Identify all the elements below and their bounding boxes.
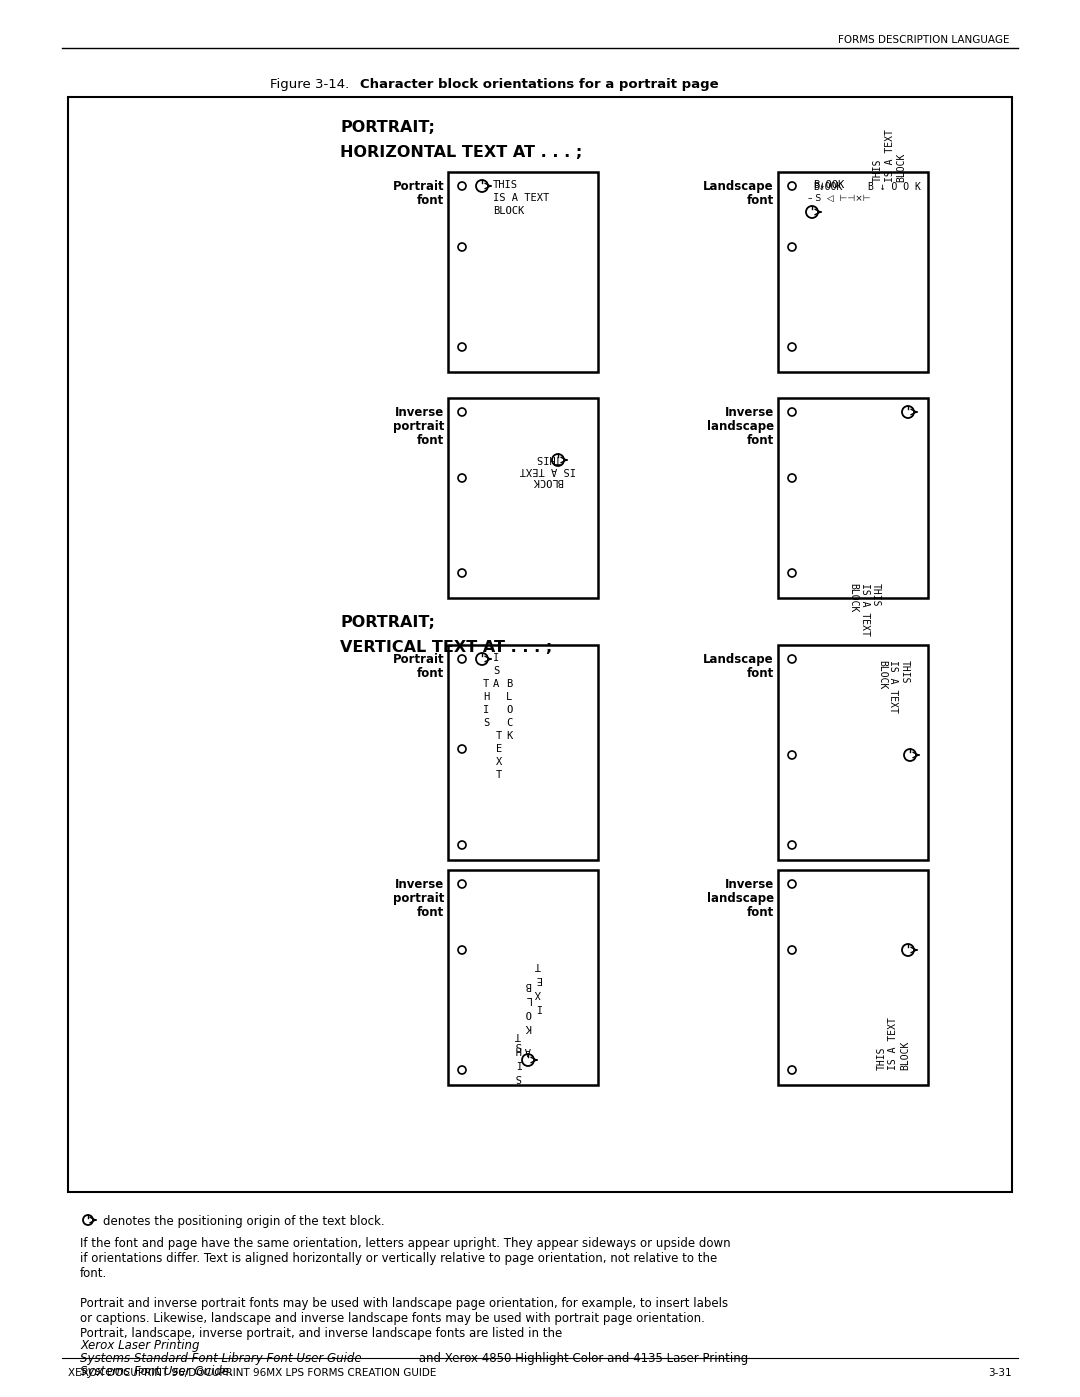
Text: VERTICAL TEXT AT . . . ;: VERTICAL TEXT AT . . . ;: [340, 640, 552, 655]
Text: and Xerox 4850 Highlight Color and 4135 Laser Printing: and Xerox 4850 Highlight Color and 4135 …: [415, 1352, 748, 1365]
Text: Xerox Laser Printing: Xerox Laser Printing: [80, 1338, 200, 1352]
Bar: [448, 398, 598, 598]
Text: B ↓ O O K: B ↓ O O K: [868, 182, 921, 191]
Text: portrait: portrait: [393, 893, 444, 905]
Text: T: T: [483, 679, 489, 689]
Text: If the font and page have the same orientation, letters appear upright. They app: If the font and page have the same orien…: [80, 1236, 731, 1280]
Text: Portrait: Portrait: [392, 180, 444, 193]
Text: O: O: [507, 705, 512, 715]
Text: landscape: landscape: [707, 893, 774, 905]
Text: font: font: [746, 907, 774, 919]
Text: THIS
IS A TEXT
BLOCK: THIS IS A TEXT BLOCK: [877, 659, 910, 712]
Text: THIS
IS A TEXT
BLOCK: THIS IS A TEXT BLOCK: [873, 129, 906, 182]
Text: font: font: [746, 194, 774, 207]
Bar: [778, 645, 928, 861]
Text: BLOCK: BLOCK: [492, 205, 524, 217]
Text: S: S: [515, 1039, 522, 1051]
Text: Inverse: Inverse: [395, 407, 444, 419]
Text: XEROX DOCUPRINT 96/DOCUPRINT 96MX LPS FORMS CREATION GUIDE: XEROX DOCUPRINT 96/DOCUPRINT 96MX LPS FO…: [68, 1368, 436, 1377]
Text: Systems Font User Guide.: Systems Font User Guide.: [80, 1365, 233, 1377]
Text: K
O
L
B: K O L B: [525, 981, 531, 1032]
Text: landscape: landscape: [707, 420, 774, 433]
Text: A: A: [525, 1045, 531, 1055]
Text: Inverse: Inverse: [395, 877, 444, 891]
Text: BLOCK
IS A TEXT
THIS: BLOCK IS A TEXT THIS: [519, 453, 576, 486]
Text: B↓OOK: B↓OOK: [813, 180, 845, 190]
Text: K: K: [507, 731, 512, 740]
Text: HORIZONTAL TEXT AT . . . ;: HORIZONTAL TEXT AT . . . ;: [340, 145, 582, 161]
Bar: [448, 870, 598, 1085]
Text: font: font: [417, 907, 444, 919]
Text: S: S: [492, 666, 499, 676]
Text: denotes the positioning origin of the text block.: denotes the positioning origin of the te…: [103, 1215, 384, 1228]
Text: font: font: [746, 434, 774, 447]
Text: THIS
IS A TEXT
BLOCK: THIS IS A TEXT BLOCK: [877, 1017, 910, 1070]
Text: IS A TEXT: IS A TEXT: [492, 193, 550, 203]
Text: I
X
E
T: I X E T: [535, 960, 541, 1011]
Text: Character block orientations for a portrait page: Character block orientations for a portr…: [360, 78, 718, 91]
Text: Inverse: Inverse: [725, 877, 774, 891]
Text: Figure 3-14.: Figure 3-14.: [270, 78, 357, 91]
Text: Landscape: Landscape: [703, 652, 774, 666]
Text: L: L: [507, 692, 512, 703]
Text: B: B: [507, 679, 512, 689]
Text: I: I: [492, 652, 499, 664]
Text: Portrait and inverse portrait fonts may be used with landscape page orientation,: Portrait and inverse portrait fonts may …: [80, 1296, 728, 1340]
Text: font: font: [417, 666, 444, 680]
Bar: [448, 172, 598, 372]
Bar: [778, 870, 928, 1085]
Text: S
I
H
T: S I H T: [515, 1030, 522, 1083]
Text: THIS
IS A TEXT
BLOCK: THIS IS A TEXT BLOCK: [848, 583, 881, 636]
Text: E: E: [496, 745, 502, 754]
Text: C: C: [507, 718, 512, 728]
Text: S: S: [483, 718, 489, 728]
Text: font: font: [417, 434, 444, 447]
Text: T: T: [496, 731, 502, 740]
Text: T: T: [496, 770, 502, 780]
Text: X: X: [496, 757, 502, 767]
Bar: [778, 398, 928, 598]
Text: THIS: THIS: [492, 180, 518, 190]
Bar: [68, 96, 1012, 1192]
Text: I: I: [483, 705, 489, 715]
Text: 3-31: 3-31: [988, 1368, 1012, 1377]
Text: – S  ◁  ⊢⊣×⊢: – S ◁ ⊢⊣×⊢: [808, 194, 870, 203]
Bar: [778, 172, 928, 372]
Text: FORMS DESCRIPTION LANGUAGE: FORMS DESCRIPTION LANGUAGE: [838, 35, 1010, 45]
Text: font: font: [746, 666, 774, 680]
Text: PORTRAIT;: PORTRAIT;: [340, 615, 435, 630]
Text: portrait: portrait: [393, 420, 444, 433]
Text: Portrait: Portrait: [392, 652, 444, 666]
Text: Landscape: Landscape: [703, 180, 774, 193]
Text: B↓OOK: B↓OOK: [813, 182, 842, 191]
Text: Inverse: Inverse: [725, 407, 774, 419]
Text: font: font: [417, 194, 444, 207]
Text: H: H: [483, 692, 489, 703]
Bar: [448, 645, 598, 861]
Text: Systems Standard Font Library Font User Guide: Systems Standard Font Library Font User …: [80, 1352, 362, 1365]
Text: PORTRAIT;: PORTRAIT;: [340, 120, 435, 136]
Text: A: A: [492, 679, 499, 689]
